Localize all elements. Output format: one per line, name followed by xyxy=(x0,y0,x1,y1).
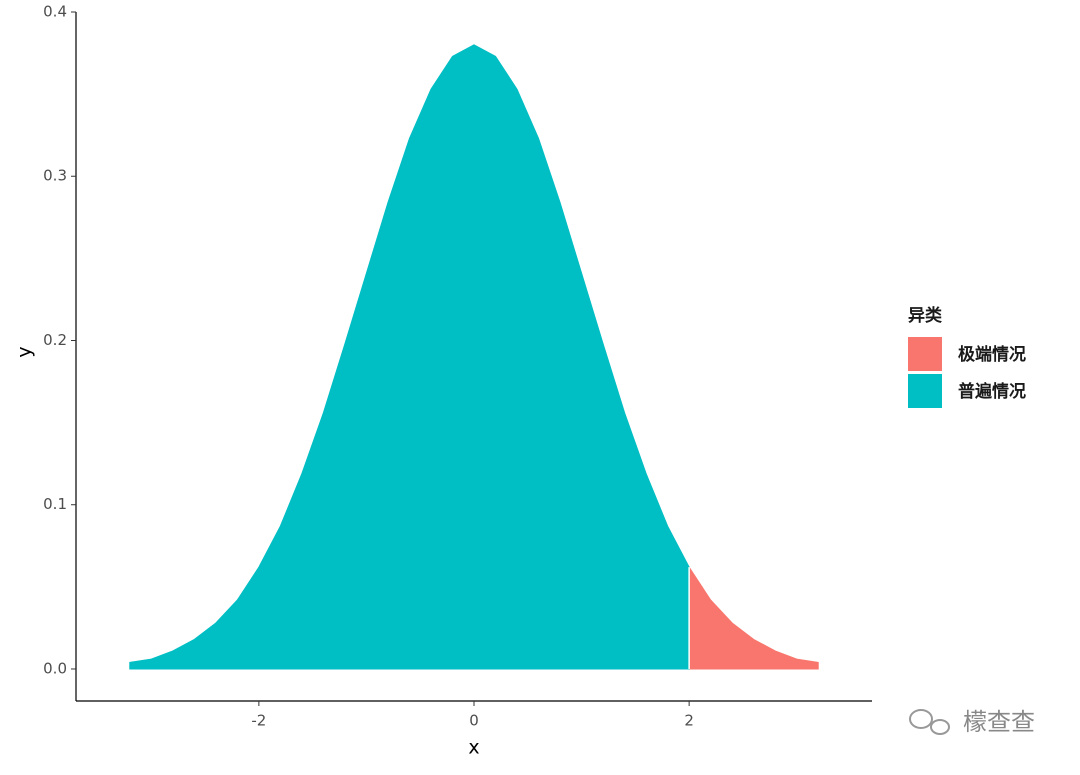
y-tick-label: 0.0 xyxy=(43,659,67,677)
x-tick-label: -2 xyxy=(251,712,266,730)
area xyxy=(129,44,690,670)
y-axis-title: y xyxy=(14,346,36,357)
watermark-icon xyxy=(909,709,950,735)
y-tick-label: 0.1 xyxy=(43,495,67,513)
watermark: 檬查查 xyxy=(963,708,1035,736)
legend-label: 极端情况 xyxy=(958,344,1026,365)
y-tick-label: 0.4 xyxy=(43,3,67,21)
y-tick-label: 0.3 xyxy=(43,167,67,185)
legend-swatch xyxy=(908,337,942,371)
legend-swatch xyxy=(908,374,942,408)
area xyxy=(688,565,819,670)
legend-label: 普遍情况 xyxy=(958,381,1026,402)
x-tick-label: 2 xyxy=(684,712,694,730)
legend-title: 异类 xyxy=(908,305,943,326)
x-tick-label: 0 xyxy=(469,712,479,730)
y-tick-label: 0.2 xyxy=(43,331,67,349)
x-axis-title: x xyxy=(468,737,479,759)
